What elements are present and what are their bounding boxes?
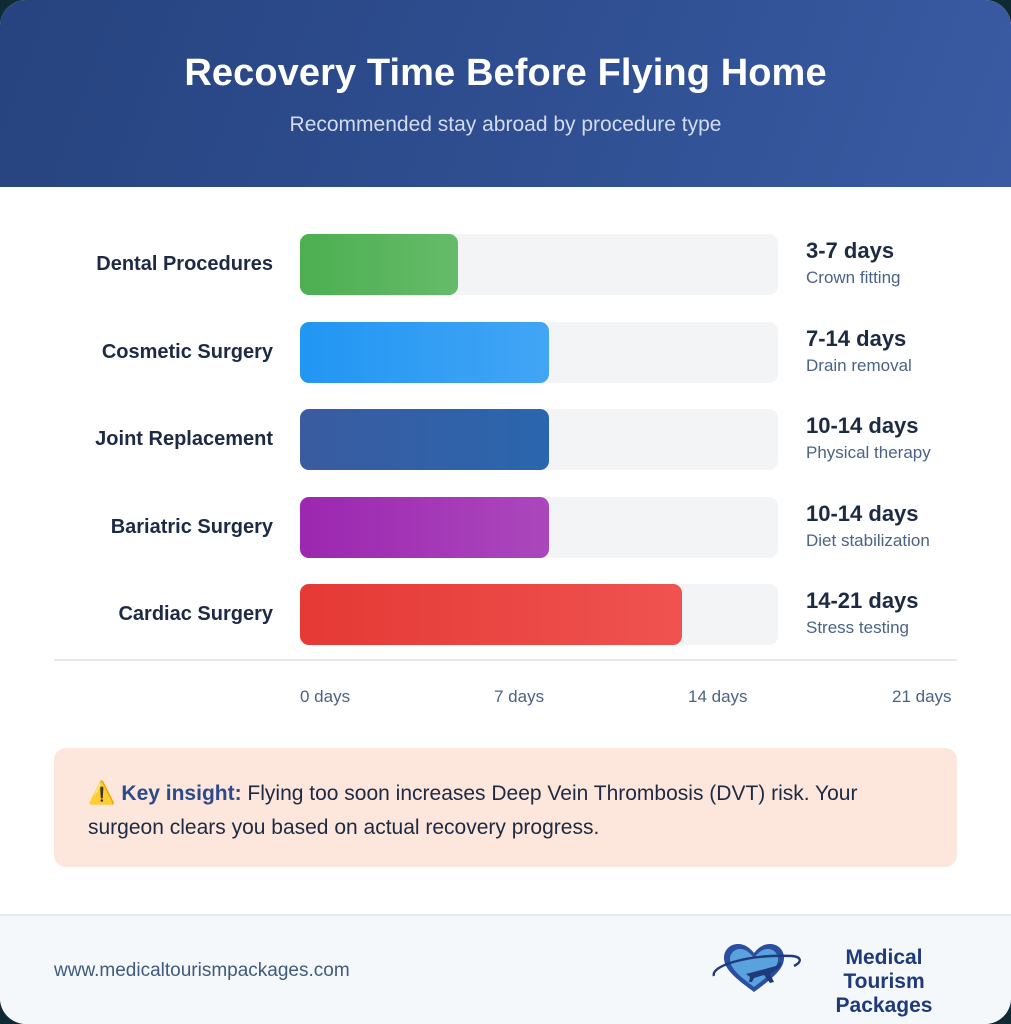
key-insight-text: Flying too soon increases Deep Vein Thro… bbox=[88, 782, 858, 839]
bar-track bbox=[300, 234, 778, 295]
footer: www.medicaltourismpackages.com Medical T… bbox=[0, 914, 1011, 1024]
page-subtitle: Recommended stay abroad by procedure typ… bbox=[289, 113, 722, 136]
brand-name-line1: Medical Tourism bbox=[843, 946, 925, 993]
row-value: 14-21 days Stress testing bbox=[806, 588, 919, 638]
key-insight-label: Key insight: bbox=[121, 782, 242, 805]
bar-fill-cosmetic bbox=[300, 322, 549, 383]
chart-row-joint: Joint Replacement 10-14 days Physical th… bbox=[0, 409, 1011, 470]
row-value: 10-14 days Physical therapy bbox=[806, 413, 931, 463]
milestone-note: Drain removal bbox=[806, 356, 912, 375]
milestone-note: Stress testing bbox=[806, 618, 909, 637]
bar-track bbox=[300, 497, 778, 558]
bar-track bbox=[300, 409, 778, 470]
range-label: 14-21 days bbox=[806, 588, 919, 613]
milestone-note: Crown fitting bbox=[806, 268, 901, 287]
page-title: Recovery Time Before Flying Home bbox=[184, 52, 827, 94]
row-value: 3-7 days Crown fitting bbox=[806, 238, 900, 288]
bar-fill-cardiac bbox=[300, 584, 683, 645]
warning-icon: ⚠️ bbox=[88, 780, 116, 805]
milestone-note: Physical therapy bbox=[806, 443, 931, 462]
row-value: 7-14 days Drain removal bbox=[806, 326, 912, 376]
range-label: 3-7 days bbox=[806, 238, 895, 263]
bar-fill-bariatric bbox=[300, 497, 549, 558]
bar-track bbox=[300, 322, 778, 383]
axis-tick-14: 14 days bbox=[688, 687, 748, 706]
row-label: Cosmetic Surgery bbox=[101, 341, 273, 363]
range-label: 10-14 days bbox=[806, 413, 919, 438]
chart-row-cardiac: Cardiac Surgery 14-21 days Stress testin… bbox=[0, 584, 1011, 645]
axis-tick-0: 0 days bbox=[300, 687, 351, 706]
key-insight-callout: ⚠️ Key insight: Flying too soon increases… bbox=[54, 748, 957, 867]
range-label: 10-14 days bbox=[806, 501, 919, 526]
heart-plane-icon bbox=[712, 944, 801, 992]
bar-fill-joint bbox=[300, 409, 549, 470]
chart-row-bariatric: Bariatric Surgery 10-14 days Diet stabil… bbox=[0, 497, 1011, 558]
range-label: 7-14 days bbox=[806, 326, 907, 351]
brand-name-line2: Packages bbox=[835, 994, 933, 1017]
milestone-note: Diet stabilization bbox=[806, 531, 930, 550]
chart-row-cosmetic: Cosmetic Surgery 7-14 days Drain removal bbox=[0, 322, 1011, 383]
chart-row-dental: Dental Procedures 3-7 days Crown fitting bbox=[0, 234, 1011, 295]
axis-tick-21: 21 days bbox=[892, 687, 952, 706]
brand-name: Medical Tourism Packages bbox=[804, 946, 964, 1018]
row-label: Dental Procedures bbox=[96, 253, 273, 275]
axis-tick-7: 7 days bbox=[494, 687, 545, 706]
row-label: Cardiac Surgery bbox=[118, 603, 273, 625]
row-label: Joint Replacement bbox=[95, 428, 273, 450]
axis-divider bbox=[54, 659, 957, 661]
row-label: Bariatric Surgery bbox=[110, 516, 273, 538]
website-link[interactable]: www.medicaltourismpackages.com bbox=[54, 960, 350, 981]
brand-logo: Medical Tourism Packages bbox=[708, 940, 960, 1017]
bar-fill-dental bbox=[300, 234, 458, 295]
bar-track bbox=[300, 584, 778, 645]
row-value: 10-14 days Diet stabilization bbox=[806, 501, 930, 551]
header-banner: Recovery Time Before Flying Home Recomme… bbox=[0, 0, 1011, 187]
